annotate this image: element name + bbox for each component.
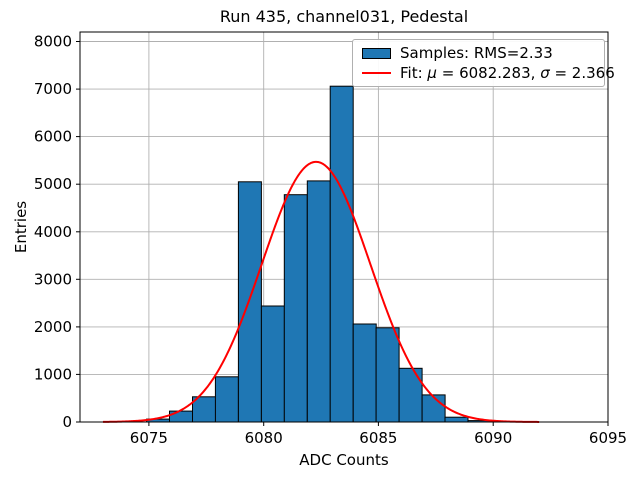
y-tick-label: 4000 [34,223,72,241]
legend-entry-fit: Fit: μ = 6082.283, σ = 2.366 [362,63,615,83]
y-tick-label: 7000 [34,80,72,98]
y-tick-label: 8000 [34,33,72,51]
histogram-bar [398,367,423,423]
histogram-bar [260,305,285,423]
histogram-bar [306,180,331,423]
y-axis-label: Entries [12,200,30,254]
histogram-bar [214,376,239,423]
y-tick-label: 2000 [34,318,72,336]
x-tick-label: 6080 [245,429,283,447]
x-tick-label: 6075 [130,429,168,447]
y-tick-label: 1000 [34,365,72,383]
histogram-bar [329,85,354,423]
legend-entry-samples: Samples: RMS=2.33 [362,43,596,63]
fit-curve [102,160,540,423]
x-axis-label: ADC Counts [299,451,389,469]
legend-samples-label: Samples: RMS=2.33 [400,44,553,62]
histogram-bar [169,410,193,423]
x-tick-label: 6090 [474,429,512,447]
y-tick-label: 5000 [34,175,72,193]
legend: Samples: RMS=2.33 Fit: μ = 6082.283, σ =… [352,39,615,87]
x-tick-label: 6085 [359,429,397,447]
fit-line-icon [362,71,391,75]
histogram-bar [352,323,377,423]
histogram-bar [283,194,308,423]
y-tick-label: 0 [62,413,72,431]
legend-fit-label: Fit: μ = 6082.283, σ = 2.366 [400,64,615,82]
histogram-bar [444,416,469,423]
x-tick-label: 6095 [589,429,627,447]
histogram-bar [375,327,400,423]
histogram-bar [237,181,262,423]
chart-title: Run 435, channel031, Pedestal [219,7,469,26]
y-tick-label: 6000 [34,128,72,146]
y-tick-label: 3000 [34,270,72,288]
axes-border [79,31,609,423]
histogram-bar [421,394,446,423]
histogram-swatch-icon [362,47,391,59]
